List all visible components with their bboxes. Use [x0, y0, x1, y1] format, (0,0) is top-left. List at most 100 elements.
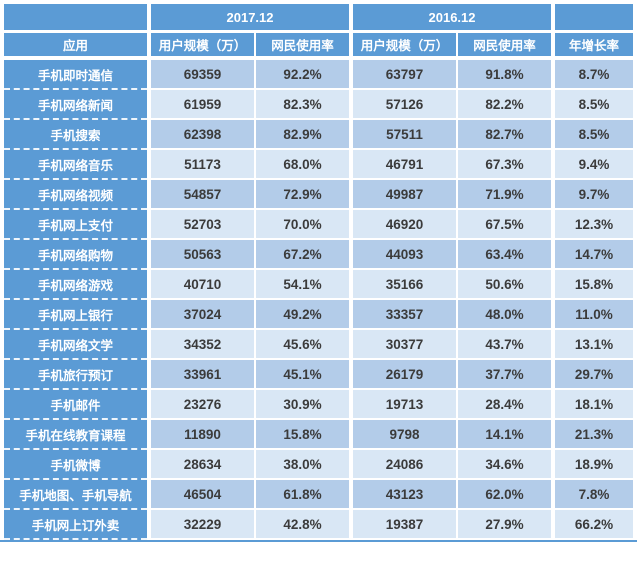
users-2016-cell: 46920: [349, 210, 456, 240]
users-2016-cell: 57126: [349, 90, 456, 120]
app-label: 手机搜索: [4, 120, 147, 150]
users-2017-cell: 23276: [147, 390, 254, 420]
rate-2017-cell: 54.1%: [254, 270, 349, 300]
growth-cell: 13.1%: [551, 330, 633, 360]
growth-cell: 66.2%: [551, 510, 633, 540]
rate-2017-cell: 82.3%: [254, 90, 349, 120]
growth-cell: 9.7%: [551, 180, 633, 210]
rate-2017-cell: 45.1%: [254, 360, 349, 390]
rate-2017-cell: 61.8%: [254, 480, 349, 510]
table-row: 手机搜索 62398 82.9% 57511 82.7% 8.5%: [4, 120, 633, 150]
growth-cell: 21.3%: [551, 420, 633, 450]
users-2017-cell: 34352: [147, 330, 254, 360]
col-header-app: 应用: [4, 33, 147, 60]
growth-cell: 18.9%: [551, 450, 633, 480]
rate-2017-cell: 49.2%: [254, 300, 349, 330]
header-column-row: 应用 用户规模（万） 网民使用率 用户规模（万） 网民使用率 年增长率: [4, 33, 633, 60]
users-2017-cell: 37024: [147, 300, 254, 330]
table-row: 手机邮件 23276 30.9% 19713 28.4% 18.1%: [4, 390, 633, 420]
col-header-users-2017: 用户规模（万）: [147, 33, 254, 60]
rate-2016-cell: 82.2%: [456, 90, 551, 120]
app-label: 手机即时通信: [4, 60, 147, 90]
app-label: 手机网络视频: [4, 180, 147, 210]
users-2017-cell: 40710: [147, 270, 254, 300]
rate-2017-cell: 38.0%: [254, 450, 349, 480]
growth-cell: 8.7%: [551, 60, 633, 90]
growth-cell: 9.4%: [551, 150, 633, 180]
table-row: 手机即时通信 69359 92.2% 63797 91.8% 8.7%: [4, 60, 633, 90]
users-2016-cell: 9798: [349, 420, 456, 450]
users-2016-cell: 57511: [349, 120, 456, 150]
col-header-growth: 年增长率: [551, 33, 633, 60]
col-header-rate-2016: 网民使用率: [456, 33, 551, 60]
app-label: 手机在线教育课程: [4, 420, 147, 450]
rate-2016-cell: 48.0%: [456, 300, 551, 330]
app-label: 手机网络游戏: [4, 270, 147, 300]
rate-2017-cell: 45.6%: [254, 330, 349, 360]
rate-2016-cell: 67.3%: [456, 150, 551, 180]
users-2017-cell: 54857: [147, 180, 254, 210]
users-2016-cell: 44093: [349, 240, 456, 270]
group-header-2017: 2017.12: [147, 4, 349, 33]
rate-2017-cell: 72.9%: [254, 180, 349, 210]
table-row: 手机地图、手机导航 46504 61.8% 43123 62.0% 7.8%: [4, 480, 633, 510]
rate-2017-cell: 30.9%: [254, 390, 349, 420]
app-label: 手机旅行预订: [4, 360, 147, 390]
users-2016-cell: 24086: [349, 450, 456, 480]
growth-cell: 18.1%: [551, 390, 633, 420]
app-label: 手机网上支付: [4, 210, 147, 240]
app-label: 手机网络购物: [4, 240, 147, 270]
app-label: 手机邮件: [4, 390, 147, 420]
table-row: 手机网络购物 50563 67.2% 44093 63.4% 14.7%: [4, 240, 633, 270]
corner-cell-right: [551, 4, 633, 33]
table-row: 手机网上银行 37024 49.2% 33357 48.0% 11.0%: [4, 300, 633, 330]
rate-2016-cell: 28.4%: [456, 390, 551, 420]
growth-cell: 29.7%: [551, 360, 633, 390]
rate-2016-cell: 27.9%: [456, 510, 551, 540]
rate-2017-cell: 92.2%: [254, 60, 349, 90]
users-2017-cell: 32229: [147, 510, 254, 540]
rate-2017-cell: 15.8%: [254, 420, 349, 450]
rate-2017-cell: 67.2%: [254, 240, 349, 270]
table-bottom-border: [0, 540, 637, 542]
table-row: 手机网络音乐 51173 68.0% 46791 67.3% 9.4%: [4, 150, 633, 180]
users-2016-cell: 35166: [349, 270, 456, 300]
app-label: 手机微博: [4, 450, 147, 480]
users-2017-cell: 69359: [147, 60, 254, 90]
users-2017-cell: 28634: [147, 450, 254, 480]
growth-cell: 8.5%: [551, 90, 633, 120]
users-2017-cell: 11890: [147, 420, 254, 450]
users-2017-cell: 33961: [147, 360, 254, 390]
growth-cell: 11.0%: [551, 300, 633, 330]
table-row: 手机网上支付 52703 70.0% 46920 67.5% 12.3%: [4, 210, 633, 240]
rate-2016-cell: 67.5%: [456, 210, 551, 240]
rate-2016-cell: 43.7%: [456, 330, 551, 360]
table-row: 手机网络视频 54857 72.9% 49987 71.9% 9.7%: [4, 180, 633, 210]
rate-2016-cell: 91.8%: [456, 60, 551, 90]
table-row: 手机网络游戏 40710 54.1% 35166 50.6% 15.8%: [4, 270, 633, 300]
rate-2016-cell: 63.4%: [456, 240, 551, 270]
growth-cell: 8.5%: [551, 120, 633, 150]
users-2017-cell: 62398: [147, 120, 254, 150]
table-row: 手机网络新闻 61959 82.3% 57126 82.2% 8.5%: [4, 90, 633, 120]
table-row: 手机微博 28634 38.0% 24086 34.6% 18.9%: [4, 450, 633, 480]
group-header-2016: 2016.12: [349, 4, 551, 33]
header-group-row: 2017.12 2016.12: [4, 4, 633, 33]
rate-2017-cell: 82.9%: [254, 120, 349, 150]
growth-cell: 15.8%: [551, 270, 633, 300]
rate-2016-cell: 14.1%: [456, 420, 551, 450]
users-2016-cell: 19387: [349, 510, 456, 540]
growth-cell: 7.8%: [551, 480, 633, 510]
users-2017-cell: 50563: [147, 240, 254, 270]
app-label: 手机网络文学: [4, 330, 147, 360]
users-2017-cell: 52703: [147, 210, 254, 240]
users-2017-cell: 46504: [147, 480, 254, 510]
users-2016-cell: 46791: [349, 150, 456, 180]
users-2016-cell: 43123: [349, 480, 456, 510]
users-2016-cell: 49987: [349, 180, 456, 210]
growth-cell: 12.3%: [551, 210, 633, 240]
table-row: 手机网络文学 34352 45.6% 30377 43.7% 13.1%: [4, 330, 633, 360]
rate-2016-cell: 62.0%: [456, 480, 551, 510]
rate-2017-cell: 42.8%: [254, 510, 349, 540]
